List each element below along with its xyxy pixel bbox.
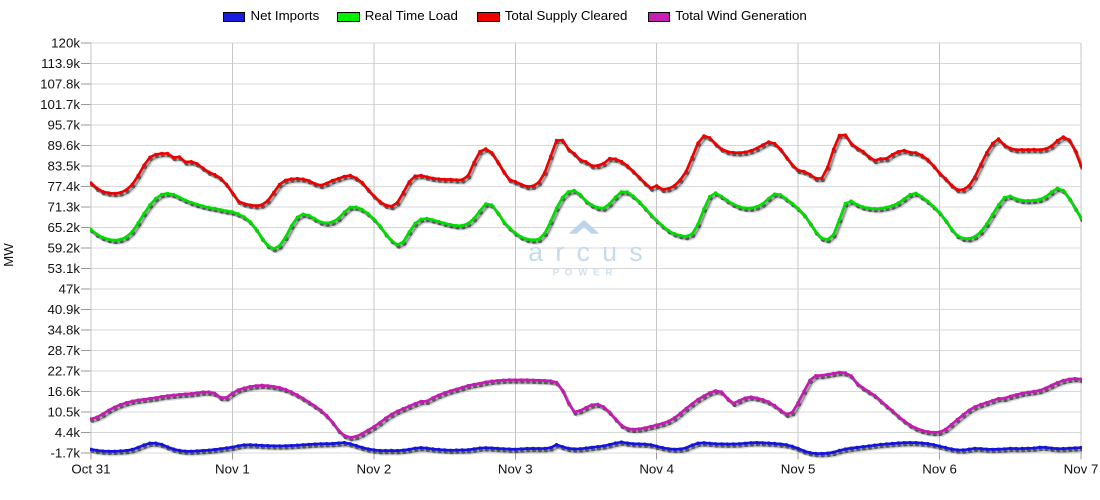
- svg-text:89.6k: 89.6k: [47, 138, 80, 153]
- svg-text:59.2k: 59.2k: [47, 241, 80, 256]
- svg-text:-1.7k: -1.7k: [50, 446, 80, 461]
- svg-text:28.7k: 28.7k: [47, 343, 80, 358]
- svg-text:POWER: POWER: [553, 268, 619, 279]
- svg-text:40.9k: 40.9k: [47, 302, 80, 317]
- svg-text:Nov 1: Nov 1: [215, 462, 250, 477]
- svg-text:Oct 31: Oct 31: [71, 462, 110, 477]
- svg-text:10.5k: 10.5k: [47, 405, 80, 420]
- svg-text:22.7k: 22.7k: [47, 364, 80, 379]
- svg-text:Nov 6: Nov 6: [922, 462, 957, 477]
- svg-text:MW: MW: [1, 243, 16, 267]
- svg-text:113.9k: 113.9k: [41, 56, 80, 71]
- svg-text:16.6k: 16.6k: [47, 384, 80, 399]
- svg-text:Nov 4: Nov 4: [639, 462, 674, 477]
- svg-text:Nov 3: Nov 3: [498, 462, 533, 477]
- svg-text:107.8k: 107.8k: [40, 77, 80, 92]
- svg-text:120k: 120k: [51, 36, 80, 51]
- svg-text:53.1k: 53.1k: [47, 261, 80, 276]
- svg-text:83.5k: 83.5k: [47, 159, 80, 174]
- svg-text:arcus: arcus: [528, 237, 655, 267]
- svg-text:101.7k: 101.7k: [40, 97, 80, 112]
- svg-text:4.4k: 4.4k: [55, 425, 80, 440]
- svg-text:Nov 7: Nov 7: [1064, 462, 1099, 477]
- svg-text:34.8k: 34.8k: [47, 323, 80, 338]
- svg-text:71.3k: 71.3k: [47, 200, 80, 215]
- svg-text:Nov 2: Nov 2: [357, 462, 392, 477]
- svg-text:65.2k: 65.2k: [47, 220, 80, 235]
- svg-text:95.7k: 95.7k: [47, 118, 80, 133]
- svg-text:77.4k: 77.4k: [47, 179, 80, 194]
- svg-text:47k: 47k: [59, 282, 81, 297]
- svg-text:Nov 5: Nov 5: [781, 462, 816, 477]
